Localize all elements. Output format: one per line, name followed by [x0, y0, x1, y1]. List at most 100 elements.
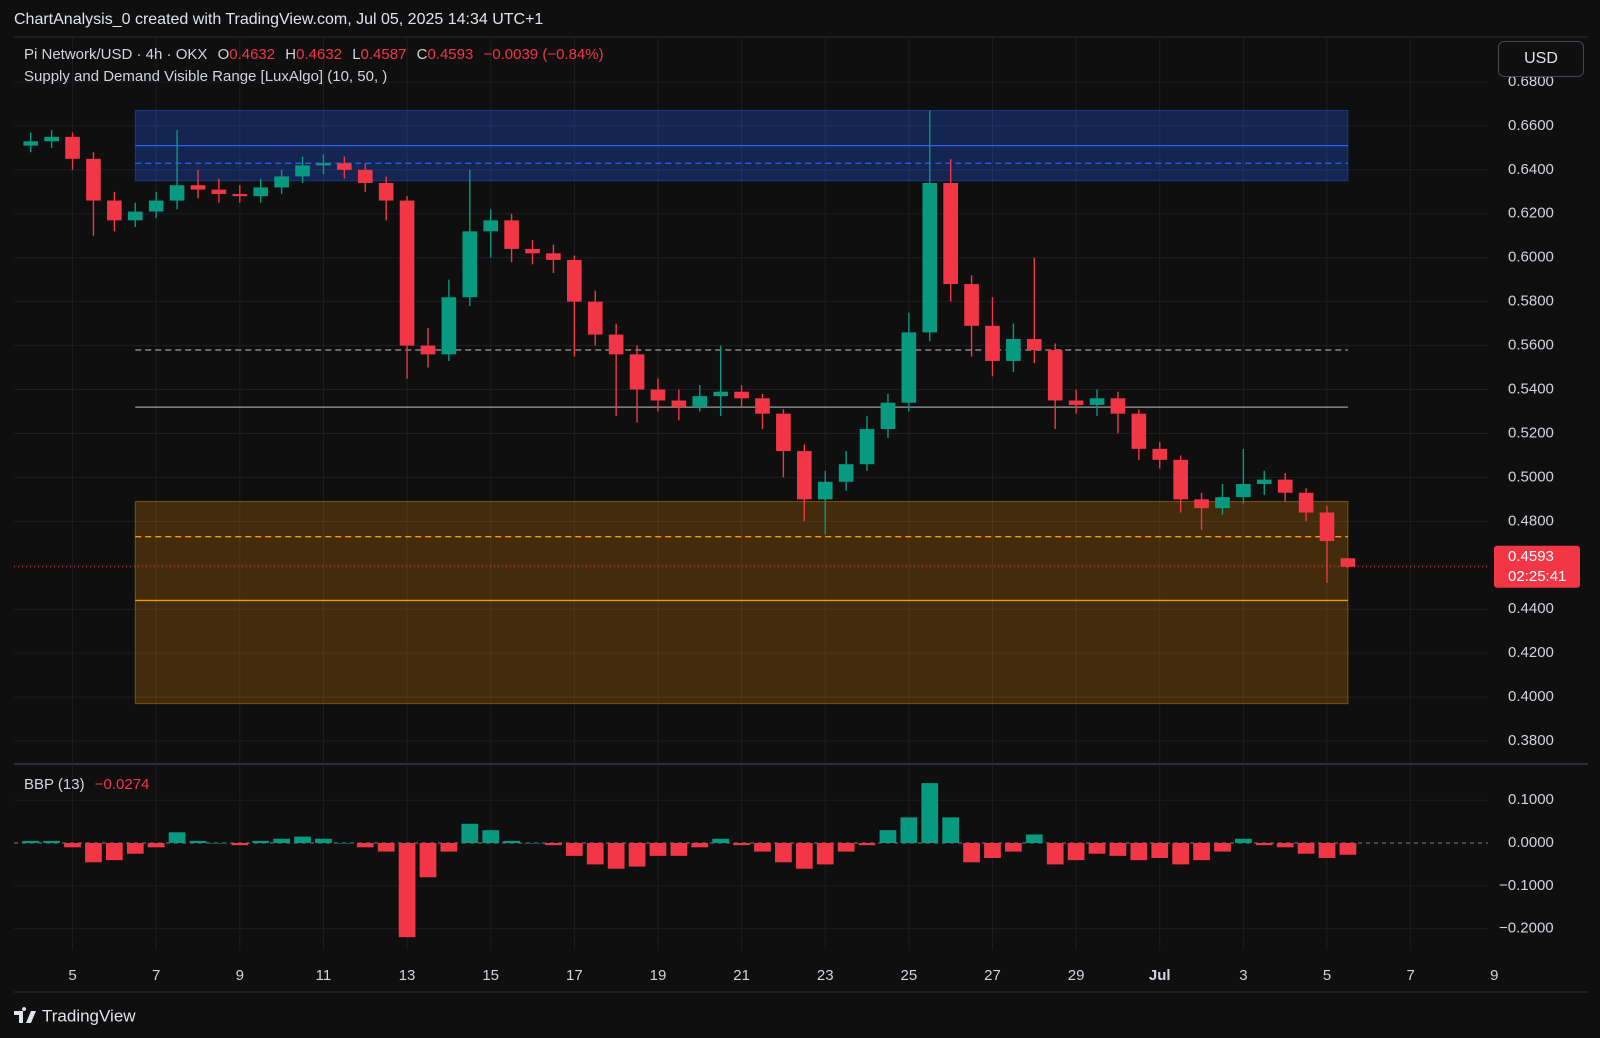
x-tick-label: 11 — [316, 967, 332, 984]
candle-body — [1006, 338, 1021, 361]
y-tick-label: 0.6600 — [1508, 117, 1554, 134]
bbp-bar — [607, 843, 625, 869]
x-tick-label: 29 — [1068, 967, 1085, 984]
logo-mark — [14, 1007, 36, 1023]
candle-body — [546, 253, 561, 260]
candle-body — [880, 402, 896, 430]
bbp-bar — [503, 840, 520, 844]
header: ChartAnalysis_0 created with TradingView… — [14, 11, 543, 28]
y-tick-label: 0.6800 — [1508, 73, 1554, 90]
bbp-bar — [1067, 843, 1085, 861]
candle-body — [232, 193, 248, 197]
bbp-bar — [1297, 843, 1315, 854]
bbp-bar — [691, 843, 709, 848]
countdown: 02:25:41 — [1508, 568, 1566, 585]
bbp-bar — [1339, 843, 1357, 855]
x-tick-label: 9 — [236, 967, 244, 984]
y-tick-label: 0.5400 — [1508, 380, 1554, 397]
candle-body — [190, 185, 206, 190]
candle-body — [483, 220, 499, 232]
bbp-bar — [775, 843, 792, 863]
x-tick-label: 13 — [399, 967, 416, 984]
bbp-bar — [1255, 843, 1273, 846]
candle-body — [964, 284, 979, 326]
y-tick-label: −0.1000 — [1499, 877, 1554, 894]
bbp-bar — [335, 843, 353, 844]
bbp-bar — [419, 843, 437, 878]
bbp-bar — [461, 823, 479, 844]
candle-body — [274, 176, 289, 188]
x-tick-label: 19 — [650, 967, 667, 984]
bbp-bar — [398, 843, 416, 938]
candle-body — [734, 391, 749, 399]
candle-body — [420, 345, 436, 355]
ohlc-value: 0.4632 — [229, 46, 276, 63]
bbp-bar — [900, 817, 918, 844]
bbp-bar — [1025, 834, 1043, 844]
bbp-bar — [22, 840, 40, 844]
candle-body — [796, 451, 812, 500]
bbp-bar — [1151, 843, 1169, 858]
candle-body — [44, 136, 59, 142]
bbp-bar — [586, 843, 604, 865]
currency-button[interactable]: USD — [1498, 41, 1584, 77]
ohlc-label: O — [217, 46, 230, 63]
bbp-bar — [377, 843, 395, 852]
x-tick-label: 7 — [1406, 967, 1414, 984]
price-tag-value: 0.4593 — [1508, 548, 1554, 565]
candle-body — [1068, 400, 1084, 405]
candle-body — [985, 325, 1000, 361]
bbp-bar — [231, 843, 249, 846]
candle-body — [1340, 558, 1356, 567]
candle-body — [23, 141, 39, 146]
x-tick-label: 5 — [68, 967, 76, 984]
candle-body — [399, 200, 415, 346]
indicator-label: Supply and Demand Visible Range [LuxAlgo… — [24, 68, 388, 85]
candle-body — [211, 189, 227, 194]
bbp-bar — [963, 843, 980, 863]
ohlc-value: 0.4587 — [360, 46, 407, 63]
candle-body — [567, 259, 582, 302]
bbp-bar — [1276, 843, 1294, 848]
bbp-bar — [712, 838, 730, 844]
candle-body — [608, 334, 624, 355]
bbp-bar — [1088, 843, 1106, 854]
bbp-bar — [649, 843, 667, 856]
x-tick-label: 25 — [901, 967, 918, 984]
candle-body — [650, 389, 666, 401]
candle-body — [755, 398, 770, 414]
symbol: Pi Network/USD · 4h · OKX — [24, 46, 208, 63]
candle-body — [1026, 338, 1042, 350]
candle-body — [1298, 492, 1314, 513]
candle-body — [1319, 512, 1335, 542]
bbp-bar — [126, 843, 144, 854]
candle-body — [1152, 448, 1168, 460]
bbp-title: BBP (13) — [24, 776, 85, 793]
x-tick-label: 17 — [566, 967, 583, 984]
bbp-bar — [105, 843, 123, 861]
candle-body — [441, 297, 457, 355]
candle-body — [525, 248, 540, 254]
candle-body — [295, 165, 310, 177]
y-tick-label: 0.4000 — [1508, 688, 1554, 705]
bbp-bar — [1214, 843, 1231, 852]
candle-body — [65, 136, 80, 159]
y-tick-label: 0.6000 — [1508, 249, 1554, 266]
candle-body — [692, 396, 708, 408]
candle-body — [776, 413, 791, 452]
bbp-bar — [1130, 843, 1148, 861]
bbp-bar — [356, 843, 374, 848]
candle-body — [1110, 398, 1126, 414]
bbp-bar — [440, 843, 458, 852]
candle-body — [1194, 499, 1209, 509]
bbp-bar — [168, 832, 186, 844]
bbp-bar — [1235, 838, 1252, 844]
x-tick-label: 3 — [1239, 967, 1247, 984]
ohlc-label: L — [352, 46, 361, 63]
candle-body — [1047, 349, 1063, 401]
candle-body — [1173, 459, 1188, 500]
bbp-bar — [816, 843, 834, 865]
bbp-bar — [1046, 843, 1064, 865]
